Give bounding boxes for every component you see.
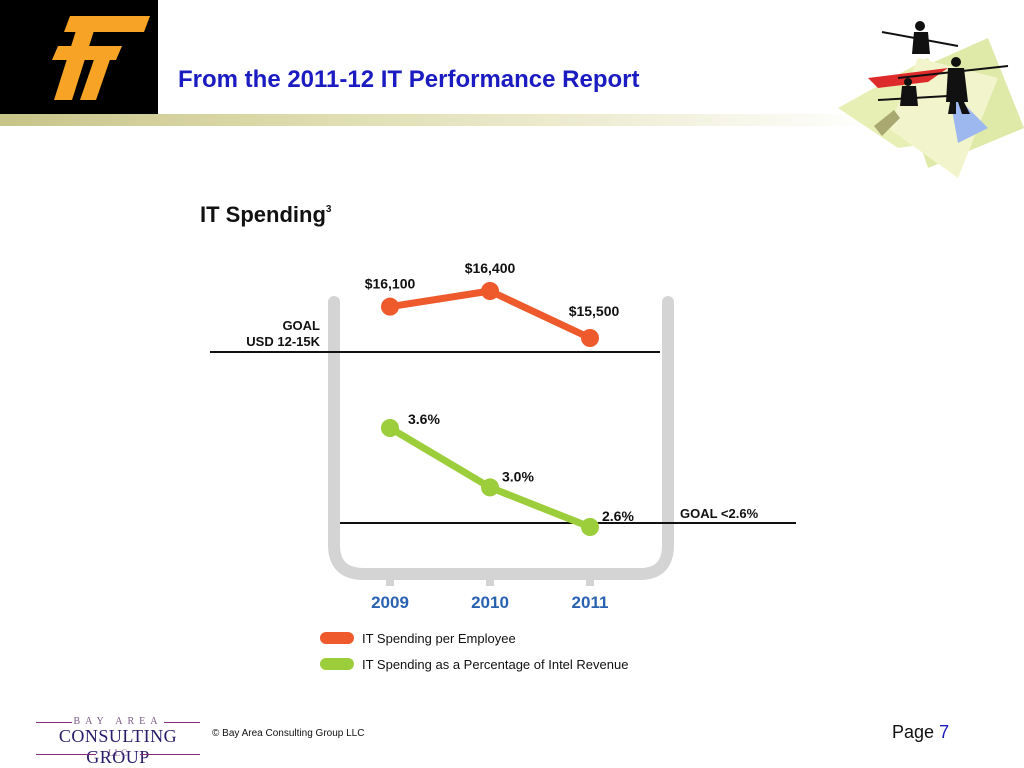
logo-rule xyxy=(164,722,200,723)
x-tick-label-2009: 2009 xyxy=(371,593,409,612)
data-label-employee-2011: $15,500 xyxy=(569,303,620,319)
page-number-value: 7 xyxy=(939,722,950,742)
x-tick-label-2010: 2010 xyxy=(471,593,509,612)
legend-label-revenue: IT Spending as a Percentage of Intel Rev… xyxy=(362,657,628,672)
data-point-revenue-2011 xyxy=(581,518,599,536)
logo-rule xyxy=(36,754,96,755)
footer-logo: BAY AREA CONSULTING GROUP LLC xyxy=(30,714,206,767)
slide-title: From the 2011-12 IT Performance Report xyxy=(178,66,640,93)
it-spending-chart: IT Spending3 GOAL USD 12-15K GOAL <2.6% … xyxy=(200,202,796,672)
goal-label-employee-line2: USD 12-15K xyxy=(246,334,320,349)
data-point-revenue-2010 xyxy=(481,478,499,497)
data-label-employee-2009: $16,100 xyxy=(365,276,416,292)
goal-label-employee-line1: GOAL xyxy=(282,318,320,333)
logo-rule xyxy=(36,722,72,723)
legend-swatch-revenue xyxy=(320,658,354,670)
data-label-revenue-2011: 2.6% xyxy=(602,508,634,524)
data-point-employee-2010 xyxy=(481,282,499,300)
data-label-employee-2010: $16,400 xyxy=(465,260,516,276)
data-point-employee-2011 xyxy=(581,329,599,347)
x-tick-label-2011: 2011 xyxy=(572,593,609,612)
orange-t-logo-icon xyxy=(52,16,150,100)
page-label: Page xyxy=(892,722,935,742)
data-label-revenue-2010: 3.0% xyxy=(502,468,534,484)
data-label-revenue-2009: 3.6% xyxy=(408,411,440,427)
copyright-text: © Bay Area Consulting Group LLC xyxy=(212,728,365,739)
page-number: Page 7 xyxy=(892,722,949,743)
logo-bottom-text: LLC xyxy=(108,748,128,758)
tightrope-businessmen-clipart-icon xyxy=(838,21,1024,178)
logo-rule xyxy=(140,754,200,755)
data-point-revenue-2009 xyxy=(381,419,399,437)
header-band xyxy=(0,114,880,126)
legend-label-employee: IT Spending per Employee xyxy=(362,631,516,646)
series-line-spending-percent-revenue xyxy=(388,424,592,531)
chart-container-tube xyxy=(328,296,674,580)
logo-main-text: CONSULTING GROUP xyxy=(58,726,178,767)
chart-title: IT Spending3 xyxy=(200,202,332,227)
logo-top-text: BAY AREA xyxy=(73,716,163,727)
data-point-employee-2009 xyxy=(381,297,399,316)
legend-swatch-employee xyxy=(320,632,354,644)
goal-label-revenue: GOAL <2.6% xyxy=(680,506,759,521)
company-logo xyxy=(0,0,158,116)
